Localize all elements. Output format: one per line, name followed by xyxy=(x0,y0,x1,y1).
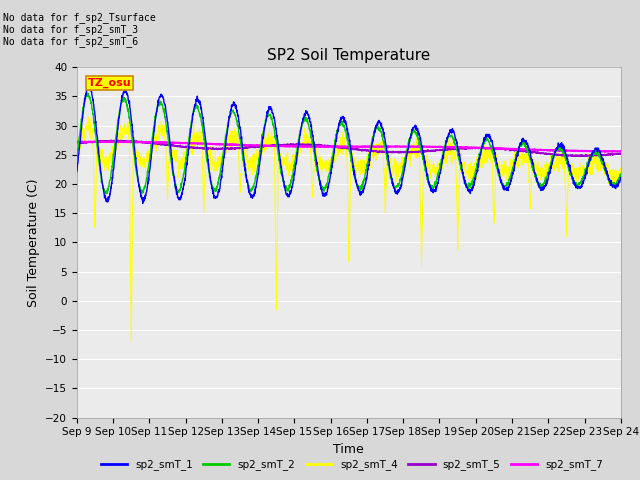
Text: No data for f_sp2_Tsurface: No data for f_sp2_Tsurface xyxy=(3,12,156,23)
Text: No data for f_sp2_smT_6: No data for f_sp2_smT_6 xyxy=(3,36,138,47)
Title: SP2 Soil Temperature: SP2 Soil Temperature xyxy=(267,48,431,63)
Text: TZ_osu: TZ_osu xyxy=(88,78,131,88)
Text: No data for f_sp2_smT_3: No data for f_sp2_smT_3 xyxy=(3,24,138,35)
Y-axis label: Soil Temperature (C): Soil Temperature (C) xyxy=(26,178,40,307)
Legend: sp2_smT_1, sp2_smT_2, sp2_smT_4, sp2_smT_5, sp2_smT_7: sp2_smT_1, sp2_smT_2, sp2_smT_4, sp2_smT… xyxy=(97,455,607,474)
X-axis label: Time: Time xyxy=(333,443,364,456)
